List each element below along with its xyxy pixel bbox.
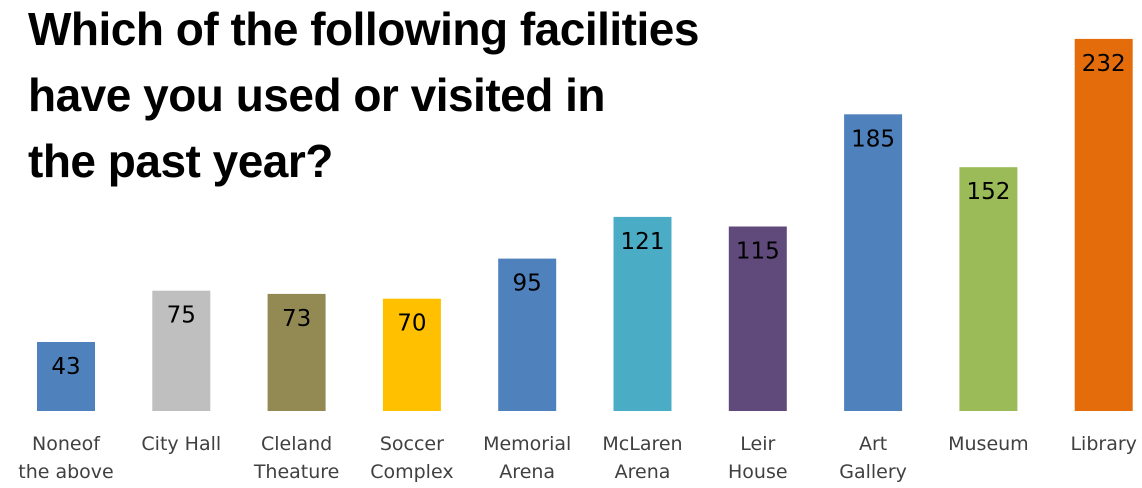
data-label: 185 xyxy=(851,126,895,152)
tick-label: Leir xyxy=(740,433,775,455)
bar xyxy=(37,342,95,411)
tick-label: Arena xyxy=(499,461,555,483)
data-label: 43 xyxy=(51,354,80,380)
data-label: 70 xyxy=(397,311,426,337)
data-label: 95 xyxy=(513,271,542,297)
tick-label: Art xyxy=(859,433,887,455)
tick-label: City Hall xyxy=(141,433,221,455)
tick-label: Memorial xyxy=(483,433,571,455)
bar xyxy=(152,290,211,411)
bar xyxy=(728,226,787,411)
bar xyxy=(1074,38,1133,412)
tick-label: Arena xyxy=(615,461,671,483)
tick-label: Theature xyxy=(253,461,340,483)
bar xyxy=(498,258,557,411)
tick-label: Complex xyxy=(370,461,453,483)
bar xyxy=(382,298,441,411)
tick-label: Gallery xyxy=(839,461,907,483)
data-label: 121 xyxy=(621,229,665,255)
bar xyxy=(959,167,1018,411)
tick-label: Library xyxy=(1070,433,1136,455)
tick-label: Museum xyxy=(948,433,1029,455)
data-label: 152 xyxy=(966,179,1010,205)
tick-label: the above xyxy=(18,461,113,483)
bar xyxy=(267,293,326,411)
tick-label: McLaren xyxy=(602,433,682,455)
tick-label: Noneof xyxy=(32,433,101,455)
tick-label: House xyxy=(728,461,788,483)
bar xyxy=(844,114,903,412)
data-label: 73 xyxy=(282,306,311,332)
data-label: 75 xyxy=(167,303,196,329)
tick-label: Cleland xyxy=(261,433,332,455)
bar xyxy=(613,216,672,411)
data-label: 115 xyxy=(736,239,780,265)
data-label: 232 xyxy=(1082,51,1126,77)
chart-title: Which of the following facilities have y… xyxy=(28,3,699,187)
tick-label: Soccer xyxy=(380,433,444,455)
